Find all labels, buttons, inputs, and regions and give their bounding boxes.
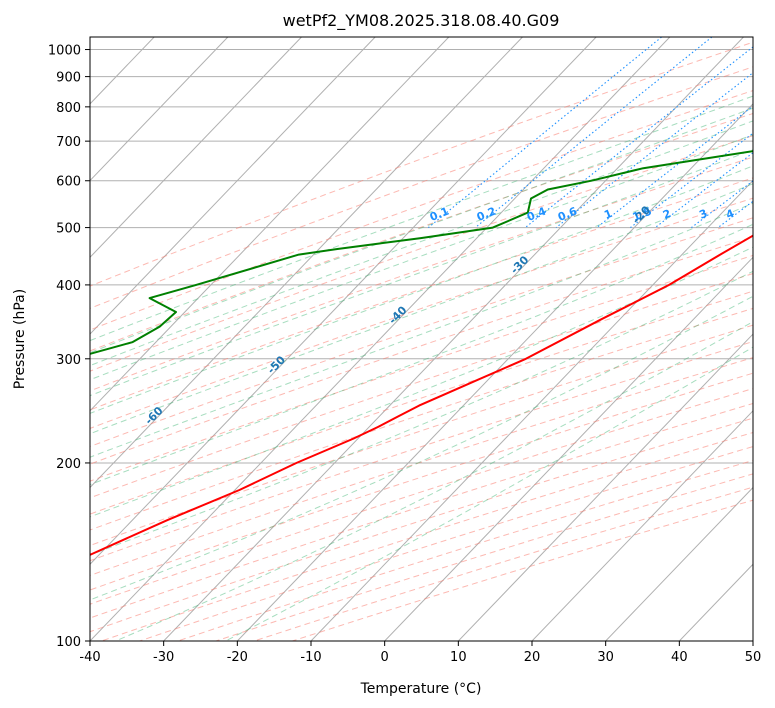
dry-adiabat-line — [90, 324, 753, 547]
moist-adiabat-line — [90, 183, 753, 435]
x-tick-label: 50 — [745, 650, 762, 665]
y-tick-label: 200 — [56, 457, 81, 472]
dry-adiabat-line — [90, 254, 753, 482]
y-tick-label: 1000 — [48, 44, 81, 59]
mixing-ratio-label: 1 — [602, 207, 614, 222]
x-tick-label: -30 — [153, 650, 174, 665]
mixing-ratio-label: 3 — [697, 207, 709, 222]
dry-adiabat-line — [90, 372, 753, 591]
dry-adiabat-line — [90, 236, 753, 465]
dry-adiabat-line — [90, 90, 753, 331]
y-tick-label: 300 — [56, 353, 81, 368]
x-tick-label: 20 — [524, 650, 541, 665]
moist-adiabat-line — [90, 95, 753, 342]
isotherm-line — [90, 37, 302, 259]
chart-title: wetPf2_YM08.2025.318.08.40.G09 — [283, 11, 560, 31]
y-tick-label: 600 — [56, 175, 81, 190]
moist-adiabat-line — [90, 295, 753, 601]
mixing-ratio-line — [428, 37, 662, 229]
isotherm-line — [90, 37, 671, 641]
x-tick-label: 30 — [597, 650, 614, 665]
x-tick-label: -20 — [227, 650, 248, 665]
dry-adiabat-line — [90, 290, 753, 515]
moist-adiabat-line — [115, 321, 753, 641]
y-tick-label: 800 — [56, 101, 81, 116]
dewpoint-profile-line — [90, 150, 753, 355]
moist-adiabat-line — [90, 202, 753, 458]
y-tick-label: 900 — [56, 71, 81, 86]
y-tick-label: 700 — [56, 135, 81, 150]
dry-adiabat-line — [90, 177, 753, 411]
temperature-profile-line — [90, 234, 753, 556]
y-tick-label: 400 — [56, 279, 81, 294]
x-tick-label: 10 — [450, 650, 467, 665]
isotherm-line — [605, 486, 753, 641]
isotherm-line — [310, 179, 753, 641]
isotherm-line — [384, 256, 753, 641]
x-tick-label: -10 — [300, 650, 321, 665]
y-axis-label: Pressure (hPa) — [12, 289, 28, 389]
mixing-ratio-line — [524, 46, 753, 229]
mixing-ratio-lines — [428, 37, 753, 229]
isotherm-line — [531, 410, 753, 641]
isotherm-line — [236, 103, 753, 641]
mixing-ratio-line — [474, 37, 713, 229]
moist-adiabat-line — [90, 246, 753, 518]
x-tick-label: 0 — [381, 650, 389, 665]
dry-adiabat-line — [90, 66, 753, 309]
mixing-ratio-label: 2 — [661, 207, 673, 222]
x-tick-label: -40 — [79, 650, 100, 665]
y-tick-label: 100 — [56, 635, 81, 650]
mixing-ratio-line — [596, 105, 753, 229]
y-tick-label: 500 — [56, 222, 81, 237]
moist-adiabat-line — [225, 346, 753, 641]
isotherm-line — [90, 37, 376, 335]
adiabat-lines — [90, 41, 753, 641]
x-tick-label: 40 — [671, 650, 688, 665]
axes: -40 -30 -20 -10 0 10 20 30 40 50 100 200 300 400 500 60… — [48, 44, 761, 665]
isotherm-line — [90, 37, 229, 182]
isotherm-line — [457, 333, 753, 641]
dry-adiabat-line — [90, 341, 753, 562]
plot-frame — [89, 36, 754, 642]
dry-adiabat-line — [90, 41, 753, 287]
moist-adiabat-line — [90, 223, 753, 486]
chart-grid — [90, 37, 753, 641]
isotherm-line — [90, 37, 523, 489]
isotherm-line — [90, 37, 450, 412]
sounding-profiles — [90, 150, 753, 556]
dry-adiabat-line — [90, 197, 753, 429]
dry-adiabat-line — [90, 388, 753, 605]
isotherm-line — [90, 37, 597, 565]
x-axis-label: Temperature (°C) — [360, 681, 482, 697]
isotherm-line — [163, 37, 744, 641]
dry-adiabat-line — [90, 112, 753, 352]
